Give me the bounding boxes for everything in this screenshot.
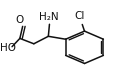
Text: O: O bbox=[16, 15, 24, 25]
Text: HO: HO bbox=[0, 43, 16, 53]
Text: Cl: Cl bbox=[75, 11, 85, 21]
Text: H₂N: H₂N bbox=[39, 12, 59, 22]
